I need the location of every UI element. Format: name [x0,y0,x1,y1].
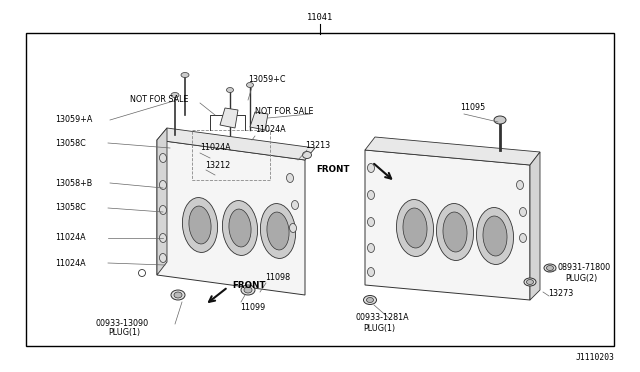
Ellipse shape [494,116,506,124]
Text: 13273: 13273 [548,289,573,298]
Ellipse shape [367,164,374,173]
Ellipse shape [476,208,513,264]
Ellipse shape [244,287,252,293]
Ellipse shape [544,264,556,272]
Ellipse shape [367,244,374,253]
Ellipse shape [189,206,211,244]
Ellipse shape [182,198,218,253]
Ellipse shape [174,292,182,298]
Ellipse shape [520,234,527,243]
Ellipse shape [367,190,374,199]
Text: 13059+A: 13059+A [55,115,92,125]
Ellipse shape [527,279,534,285]
Ellipse shape [287,173,294,183]
Polygon shape [157,128,167,275]
Text: 13058+B: 13058+B [55,179,92,187]
Ellipse shape [229,209,251,247]
Text: PLUG(1): PLUG(1) [363,324,395,333]
Ellipse shape [159,180,166,189]
Ellipse shape [547,266,554,270]
Text: 13058C: 13058C [55,138,86,148]
Text: 13058C: 13058C [55,203,86,212]
Polygon shape [157,128,315,160]
Ellipse shape [171,93,179,97]
Text: 00933-1281A: 00933-1281A [355,314,408,323]
Ellipse shape [396,199,433,256]
Text: 11024A: 11024A [200,144,230,153]
Bar [192,130,270,180]
Ellipse shape [241,285,255,295]
Text: 00933-13090: 00933-13090 [95,318,148,327]
Text: J1110203: J1110203 [576,353,615,362]
Ellipse shape [520,208,527,217]
Text: 11024A: 11024A [55,234,86,243]
Text: 11098: 11098 [265,273,290,282]
Ellipse shape [181,73,189,77]
Ellipse shape [291,201,298,209]
Polygon shape [157,140,305,295]
Ellipse shape [159,205,166,215]
Text: FRONT: FRONT [317,166,350,174]
Polygon shape [365,137,540,165]
Text: PLUG(1): PLUG(1) [108,328,140,337]
Ellipse shape [267,212,289,250]
Ellipse shape [483,216,507,256]
Text: 13059+C: 13059+C [248,76,285,84]
Ellipse shape [227,87,234,93]
Ellipse shape [443,212,467,252]
Ellipse shape [171,290,185,300]
Ellipse shape [246,83,253,87]
Ellipse shape [403,208,427,248]
Ellipse shape [364,295,376,305]
Ellipse shape [223,201,257,256]
Text: NOT FOR SALE: NOT FOR SALE [130,96,189,105]
Text: 13212: 13212 [205,160,230,170]
Ellipse shape [516,180,524,189]
Ellipse shape [159,253,166,263]
Text: 11024A: 11024A [55,259,86,267]
Ellipse shape [367,218,374,227]
Polygon shape [220,108,238,128]
Text: 11095: 11095 [460,103,485,112]
Bar [26,33,614,346]
Ellipse shape [303,151,312,158]
Text: 11024A: 11024A [255,125,285,135]
Ellipse shape [367,267,374,276]
Text: 11099: 11099 [240,304,265,312]
Ellipse shape [159,154,166,163]
Text: PLUG(2): PLUG(2) [565,273,597,282]
Polygon shape [365,150,530,300]
Ellipse shape [367,298,374,302]
Ellipse shape [436,203,474,260]
Ellipse shape [159,234,166,243]
Ellipse shape [289,224,296,232]
Text: 08931-71800: 08931-71800 [558,263,611,273]
Text: 11041: 11041 [307,13,333,22]
Text: NOT FOR SALE: NOT FOR SALE [255,108,314,116]
Polygon shape [250,112,268,130]
Polygon shape [530,152,540,300]
Ellipse shape [260,203,296,259]
Text: 13213: 13213 [305,141,330,150]
Ellipse shape [524,278,536,286]
Text: FRONT: FRONT [232,282,266,291]
